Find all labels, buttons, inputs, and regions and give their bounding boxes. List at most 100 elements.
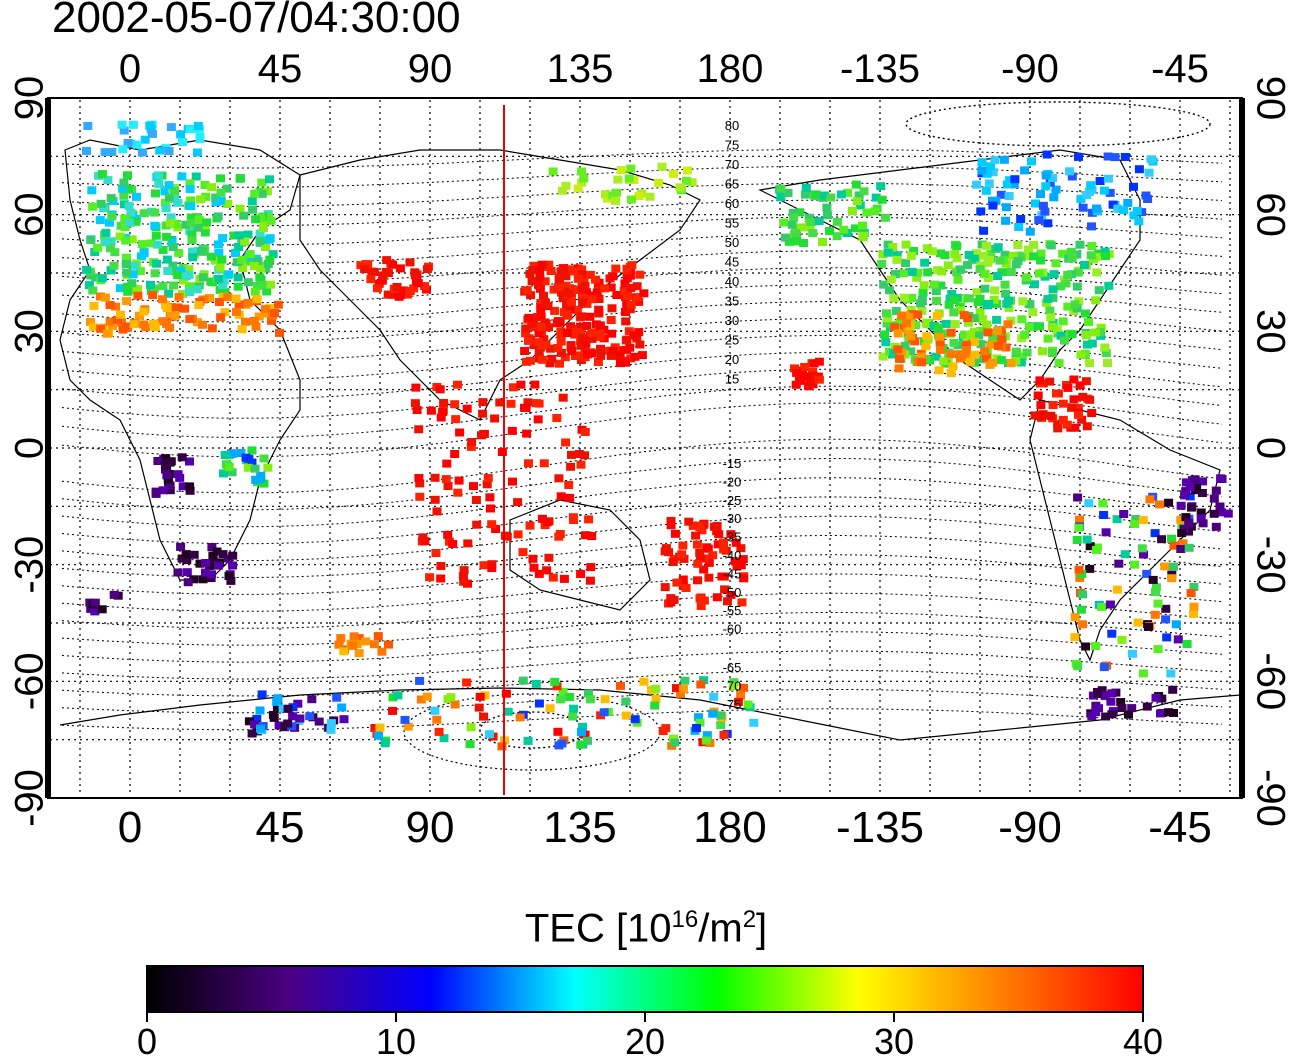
mag-label: -75	[723, 697, 742, 712]
tec-cell	[1103, 152, 1113, 161]
tec-cell	[224, 463, 234, 471]
tec-cell	[1196, 508, 1206, 517]
maglat-contour	[61, 554, 1223, 595]
lon-labels-bottom: 0 45 90 135 180 -135 -90 -45	[118, 803, 1212, 852]
tec-cell	[339, 715, 349, 724]
tec-cell	[326, 719, 336, 728]
tec-cell	[165, 458, 175, 467]
tec-cell	[189, 575, 199, 584]
tec-cell	[436, 562, 446, 570]
tec-cell	[561, 272, 571, 281]
tec-cell	[234, 300, 244, 309]
tec-cell	[388, 693, 398, 702]
tec-cell	[871, 193, 881, 202]
tec-cell	[1187, 503, 1196, 512]
tec-cell	[116, 310, 125, 319]
tec-cell	[988, 201, 998, 210]
tec-cell	[237, 255, 247, 264]
tec-cell	[1179, 524, 1189, 533]
tec-cell	[561, 281, 571, 290]
tec-cell	[895, 354, 904, 363]
tec-cell	[556, 330, 566, 339]
tec-cell	[1161, 615, 1171, 624]
tec-cell	[91, 273, 101, 282]
tec-cell	[696, 680, 706, 689]
tec-cell	[1144, 622, 1153, 631]
tec-cell	[893, 345, 903, 354]
tec-cell	[516, 380, 526, 389]
tec-cell	[430, 495, 440, 504]
tec-cell	[622, 274, 632, 283]
tec-cell	[145, 121, 155, 130]
tec-cell	[185, 125, 195, 134]
mag-label: 45	[725, 255, 739, 270]
tec-cell	[1151, 588, 1160, 597]
tec-cell	[334, 640, 344, 649]
tec-cell	[567, 297, 576, 306]
tec-cell	[917, 358, 927, 367]
tec-cell	[151, 487, 161, 496]
tec-cell	[576, 460, 586, 469]
tec-cell	[1144, 168, 1154, 177]
tec-cell	[1164, 498, 1174, 507]
tec-cell	[90, 607, 100, 616]
maglat-contour	[61, 477, 1223, 528]
tec-cell	[170, 187, 179, 196]
tec-cell	[1169, 541, 1179, 550]
maglat-contour	[61, 458, 1223, 511]
tec-cell	[522, 429, 532, 438]
tec-cell	[1043, 334, 1053, 343]
tec-cell	[1215, 502, 1225, 511]
tec-cell	[232, 307, 241, 316]
tec-cell	[1189, 583, 1199, 591]
graticule	[50, 97, 1240, 799]
tec-cell	[502, 532, 512, 541]
tec-cell	[1092, 268, 1102, 277]
tec-cell	[1070, 613, 1080, 622]
tec-cell	[442, 459, 452, 468]
tec-cell	[1072, 304, 1082, 313]
tec-cell	[187, 230, 197, 239]
tec-cell	[984, 179, 994, 188]
tec-cell	[160, 187, 170, 196]
tec-cell	[1120, 550, 1130, 559]
tec-cell	[779, 218, 789, 227]
tec-cell	[626, 195, 636, 204]
tec-cell	[556, 267, 566, 276]
tec-cell	[395, 264, 405, 273]
tec-cell	[411, 383, 421, 392]
tec-cell	[726, 530, 736, 539]
tec-cell	[970, 254, 980, 263]
tec-cell	[185, 315, 195, 324]
tec-cell	[227, 468, 237, 477]
tec-cell	[1063, 383, 1073, 392]
tec-cell	[901, 240, 911, 249]
tec-cell	[201, 192, 211, 201]
tec-cell	[1209, 509, 1219, 518]
tec-cell	[963, 318, 973, 327]
tec-cell	[1006, 267, 1016, 276]
tec-cell	[105, 317, 115, 326]
tec-cell	[123, 171, 132, 180]
tec-cell	[272, 698, 282, 706]
tec-cell	[726, 590, 736, 599]
tec-cell	[839, 225, 849, 234]
tec-cell	[173, 568, 183, 577]
tec-cell	[621, 711, 631, 720]
colorbar-tick-label: 0	[137, 1021, 157, 1057]
tec-cell	[814, 217, 824, 226]
tec-cell	[975, 308, 985, 317]
tec-cell	[1067, 172, 1077, 181]
tec-cell	[913, 310, 923, 319]
tec-cell	[935, 338, 945, 347]
tec-cell	[996, 356, 1006, 365]
tec-cell	[194, 301, 204, 310]
tec-cell	[527, 277, 537, 286]
tec-cell	[173, 303, 183, 312]
tec-cell	[550, 677, 560, 686]
tec-cell	[462, 678, 472, 687]
tec-cell	[975, 265, 985, 274]
tec-cell	[976, 340, 986, 349]
tec-cell	[443, 482, 453, 490]
tec-cell	[687, 178, 697, 187]
